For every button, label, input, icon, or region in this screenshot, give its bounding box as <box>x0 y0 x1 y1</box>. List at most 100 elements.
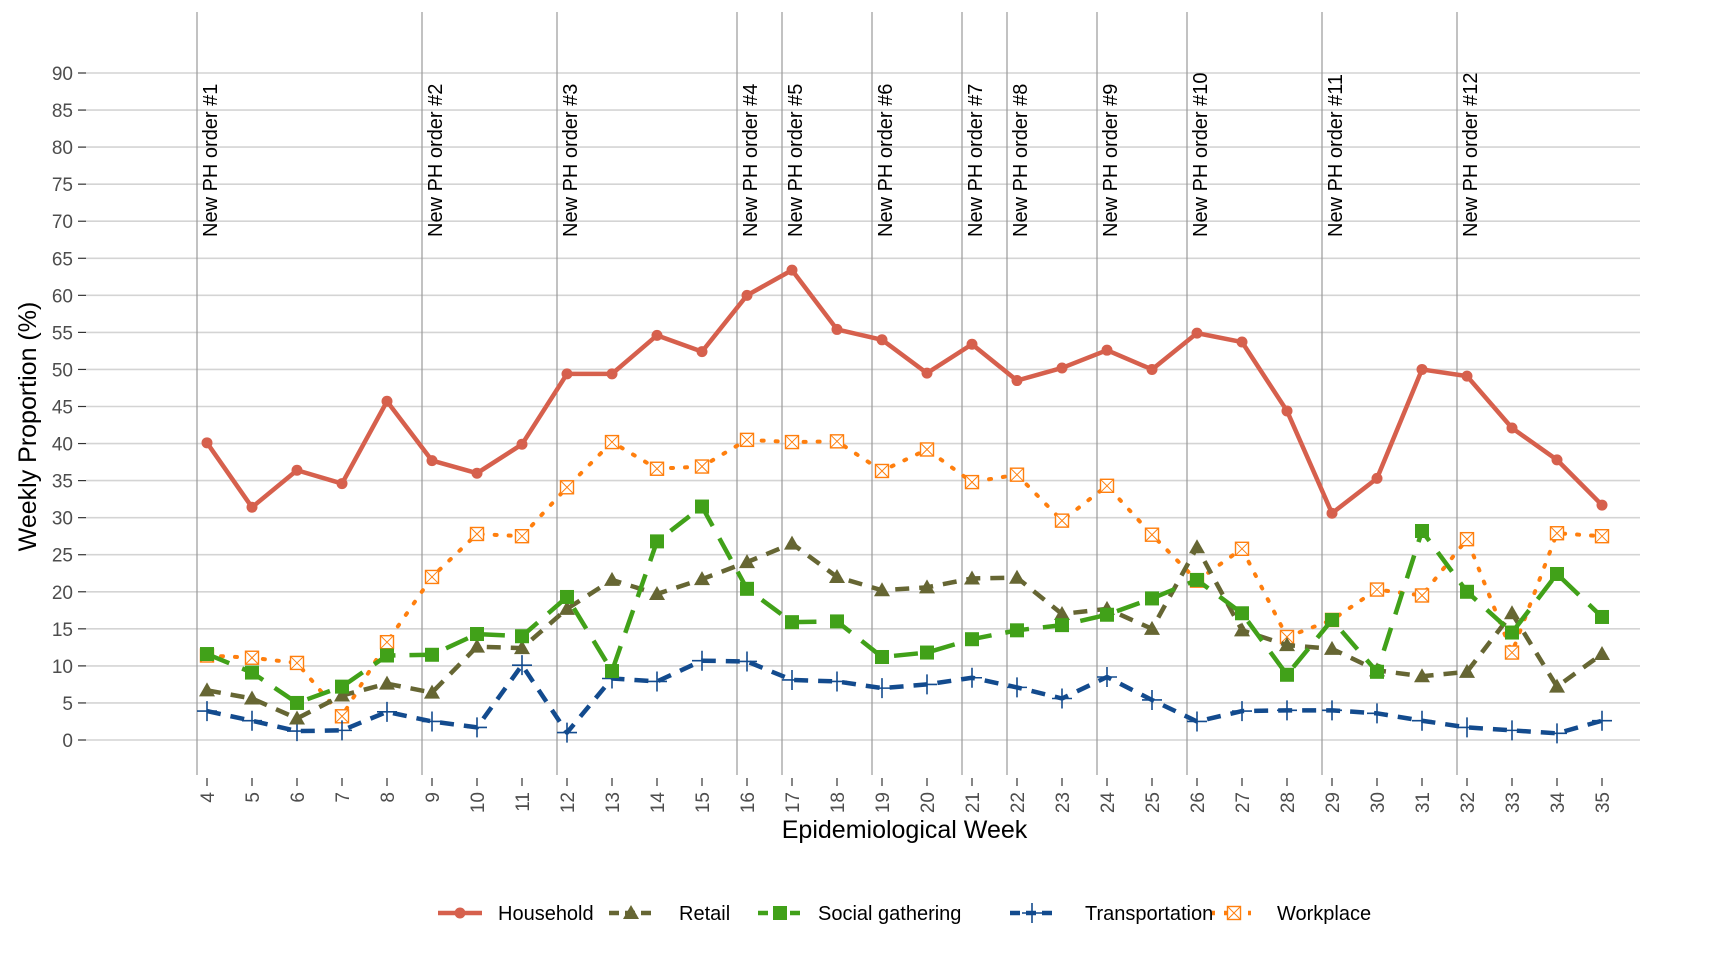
data-point-retail <box>874 582 890 597</box>
x-axis-title: Epidemiological Week <box>782 816 1028 844</box>
x-tick-label: 16 <box>738 792 759 813</box>
data-point-transportation <box>1502 720 1522 741</box>
data-point-workplace <box>1234 541 1250 556</box>
data-point-transportation <box>1277 700 1297 721</box>
data-point-workplace <box>1414 588 1430 603</box>
gridlines <box>86 72 1640 741</box>
y-tick-label: 75 <box>52 175 73 196</box>
data-point-transportation <box>737 651 757 672</box>
legend-label: Transportation <box>1085 903 1213 925</box>
data-point-workplace <box>604 434 620 450</box>
data-point-transportation <box>917 674 937 695</box>
data-point-household <box>1371 472 1383 484</box>
data-point-workplace <box>244 650 260 665</box>
x-tick-label: 4 <box>198 792 219 803</box>
x-tick-label: 32 <box>1458 792 1479 813</box>
data-point-social-gathering <box>1190 572 1204 587</box>
x-tick-label: 20 <box>918 792 939 813</box>
series-line-social-gathering <box>206 504 1604 706</box>
data-point-workplace <box>1099 478 1115 493</box>
x-tick-label: 13 <box>603 792 624 813</box>
data-point-transportation <box>242 710 262 731</box>
x-tick-label: 26 <box>1188 792 1209 813</box>
y-tick-label: 25 <box>52 546 73 567</box>
data-point-social-gathering <box>830 614 844 629</box>
data-point-social-gathering <box>425 647 439 662</box>
data-point-household <box>246 501 258 513</box>
y-tick-label: 55 <box>52 323 73 344</box>
data-point-retail <box>289 710 305 725</box>
legend-item-retail: Retail <box>609 903 730 925</box>
data-point-workplace <box>739 432 755 448</box>
data-point-transportation <box>827 671 847 692</box>
data-point-household <box>1596 499 1608 511</box>
series-household <box>201 264 1608 519</box>
data-point-transportation <box>1232 701 1252 722</box>
data-point-social-gathering <box>1415 524 1429 539</box>
data-point-retail <box>379 675 395 690</box>
y-tick-label: 0 <box>62 731 73 752</box>
annotation-label: New PH order #4 <box>740 84 762 237</box>
data-point-workplace <box>1594 528 1610 544</box>
x-tick-label: 34 <box>1548 792 1569 814</box>
data-point-social-gathering <box>290 695 304 710</box>
data-point-transportation <box>467 717 487 738</box>
data-point-social-gathering <box>965 632 979 647</box>
data-point-social-gathering <box>515 629 529 644</box>
annotation-label: New PH order #9 <box>1100 84 1122 237</box>
x-tick-label: 30 <box>1368 792 1389 813</box>
data-point-household <box>1056 362 1068 374</box>
x-tick-label: 21 <box>963 792 984 813</box>
data-point-retail <box>1189 539 1205 554</box>
data-point-retail <box>334 687 350 702</box>
data-point-household <box>561 368 573 380</box>
data-point-retail <box>244 690 260 705</box>
series-line-transportation <box>206 658 1603 736</box>
data-point-transportation <box>422 711 442 732</box>
data-point-household <box>1191 327 1203 339</box>
data-point-transportation <box>1547 723 1567 744</box>
series-social-gathering <box>200 499 1609 710</box>
data-point-transportation <box>1007 677 1027 698</box>
data-point-social-gathering <box>200 647 214 662</box>
data-point-workplace <box>559 480 575 495</box>
data-point-retail <box>1504 605 1520 620</box>
legend-item-workplace: Workplace <box>1212 903 1371 925</box>
data-point-transportation <box>1592 710 1612 731</box>
data-point-social-gathering <box>470 627 484 642</box>
data-point-household <box>966 338 978 350</box>
legend-key-marker <box>773 906 787 920</box>
y-tick-label: 85 <box>52 101 73 122</box>
x-tick-label: 27 <box>1233 792 1254 813</box>
data-point-social-gathering <box>1595 609 1609 624</box>
data-point-retail <box>1009 569 1025 584</box>
data-point-retail <box>964 570 980 585</box>
data-point-social-gathering <box>245 665 259 680</box>
x-tick-label: 11 <box>513 792 534 812</box>
data-point-transportation <box>962 667 982 688</box>
data-point-workplace <box>469 526 485 542</box>
y-tick-label: 80 <box>52 138 73 159</box>
series-line-workplace <box>205 437 1604 719</box>
data-point-household <box>381 395 393 407</box>
data-point-retail <box>829 568 845 583</box>
x-tick-label: 35 <box>1593 792 1614 813</box>
x-tick-label: 24 <box>1098 792 1119 814</box>
data-point-retail <box>1549 678 1565 693</box>
x-tick-label: 17 <box>783 792 804 813</box>
y-tick-label: 10 <box>52 657 73 678</box>
data-point-transportation <box>1052 688 1072 709</box>
data-point-workplace <box>1144 527 1160 542</box>
data-point-social-gathering <box>1280 667 1294 682</box>
x-tick-label: 10 <box>468 792 489 813</box>
data-point-retail <box>739 554 755 569</box>
annotation-label: New PH order #2 <box>425 84 447 237</box>
y-tick-label: 65 <box>52 249 73 270</box>
annotation-label: New PH order #11 <box>1325 74 1347 237</box>
data-point-household <box>606 368 618 380</box>
x-tick-label: 29 <box>1323 792 1344 813</box>
data-point-household <box>516 438 528 450</box>
data-point-social-gathering <box>1370 664 1384 679</box>
annotations: New PH order #1 New PH order #2 New PH ord… <box>200 72 1482 237</box>
